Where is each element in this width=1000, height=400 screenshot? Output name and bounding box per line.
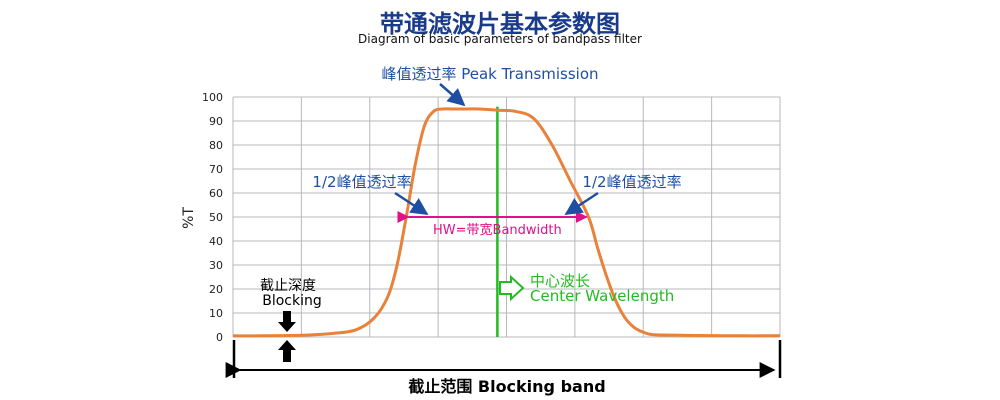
transmission-curve: [232, 107, 781, 338]
half-peak-label-left: 1/2峰值透过率: [312, 173, 411, 191]
bandwidth-label: HW=带宽Bandwidth: [433, 222, 562, 238]
blocking-down-arrow-icon: [278, 311, 296, 332]
y-tick-label: 70: [209, 163, 223, 176]
page-subtitle: Diagram of basic parameters of bandpass …: [358, 32, 642, 46]
y-tick-label: 80: [209, 139, 223, 152]
half-peak-arrow-left: [394, 191, 429, 216]
center-wavelength-label-cn: 中心波长: [530, 272, 590, 290]
y-tick-label: 90: [209, 115, 223, 128]
center-wavelength-arrow-icon: [499, 274, 525, 302]
y-axis-label: %T: [181, 207, 197, 229]
y-tick-label: 20: [209, 283, 223, 296]
y-tick-label: 0: [216, 331, 223, 344]
peak-arrow: [439, 83, 466, 107]
y-tick-label: 30: [209, 259, 223, 272]
blocking-band-label: 截止范围 Blocking band: [408, 377, 605, 396]
blocking-label-en: Blocking: [262, 293, 322, 309]
center-wavelength-label-en: Center Wavelength: [530, 287, 674, 305]
page-title: 带通滤波片基本参数图: [380, 10, 620, 38]
y-axis-ticks: 0 10 20 30 40 50 60 70 80 90 100: [202, 91, 223, 344]
peak-transmission-label: 峰值透过率 Peak Transmission: [381, 65, 598, 83]
y-tick-label: 60: [209, 187, 223, 200]
blocking-up-arrow-icon: [278, 340, 296, 362]
y-tick-label: 10: [209, 307, 223, 320]
y-tick-label: 50: [209, 211, 223, 224]
half-peak-label-right: 1/2峰值透过率: [582, 173, 681, 191]
blocking-label-cn: 截止深度: [260, 278, 316, 294]
half-peak-arrow-right: [564, 191, 599, 216]
y-tick-label: 40: [209, 235, 223, 248]
y-tick-label: 100: [202, 91, 223, 104]
